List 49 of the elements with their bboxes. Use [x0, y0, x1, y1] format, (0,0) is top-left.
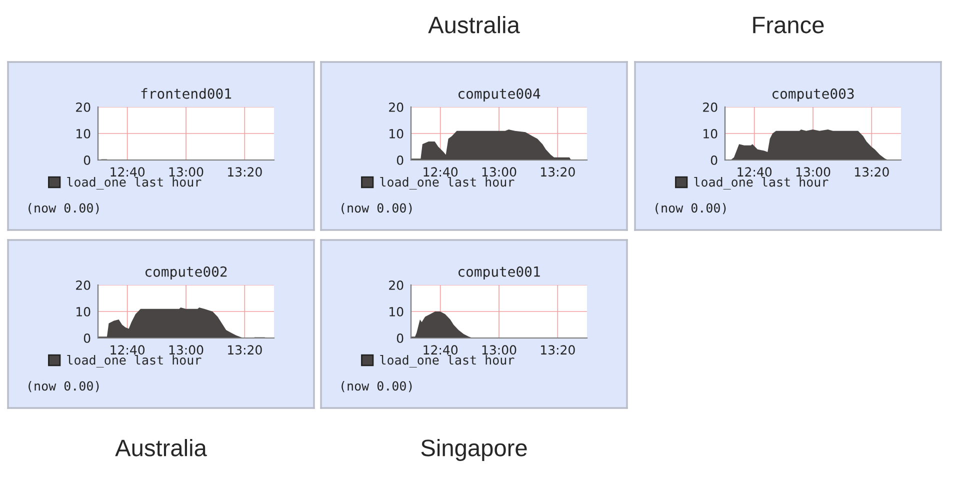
y-tick-label: 0: [84, 333, 90, 343]
y-tick-label: 10: [390, 306, 404, 316]
legend-label: load_one last hour: [67, 354, 202, 368]
x-tick-label: 12:40: [738, 167, 772, 177]
text: Australia: [115, 438, 207, 456]
x-tick-label: 13:00: [169, 345, 204, 355]
x-tick-label: 12:40: [110, 345, 145, 355]
y-tick-label: 0: [710, 155, 718, 165]
chart-title: compute002: [146, 266, 227, 280]
x-tick-label: 13:00: [169, 167, 204, 177]
legend-label: load_one last hour: [694, 176, 828, 190]
y-tick-label: 20: [389, 280, 404, 290]
text: Singapore: [421, 438, 527, 462]
x-tick-label: 13:20: [541, 167, 575, 177]
chart-title: frontend001: [141, 88, 232, 99]
text: Australia: [428, 16, 520, 34]
text: (now 0.00): [28, 203, 99, 214]
x-tick-label: 13:00: [482, 167, 516, 177]
x-tick-label: 12:40: [110, 167, 145, 177]
text: (now 0.00): [342, 381, 412, 392]
text: France: [753, 16, 824, 34]
x-tick-label: 13:00: [796, 167, 830, 177]
chart-title: compute001: [458, 266, 540, 280]
y-tick-label: 20: [389, 102, 404, 112]
legend-label: load_one last hour: [380, 354, 514, 368]
y-tick-label: 0: [84, 155, 90, 165]
y-tick-label: 20: [703, 102, 718, 112]
legend-label: load_one last hour: [67, 176, 202, 190]
x-tick-label: 13:20: [228, 345, 262, 355]
chart-title: compute003: [772, 88, 854, 102]
x-tick-label: 13:20: [228, 167, 262, 177]
text: (now 0.00): [28, 381, 99, 392]
y-tick-label: 0: [396, 155, 404, 165]
x-tick-label: 13:20: [855, 167, 889, 177]
y-tick-label: 20: [76, 280, 90, 290]
x-tick-label: 13:20: [541, 345, 575, 355]
text: (now 0.00): [656, 203, 726, 214]
x-tick-label: 12:40: [424, 345, 458, 355]
y-tick-label: 10: [76, 128, 90, 138]
y-tick-label: 20: [76, 102, 90, 112]
text: (now 0.00): [342, 203, 412, 214]
y-tick-label: 10: [76, 306, 90, 316]
x-tick-label: 13:00: [482, 345, 516, 355]
y-tick-label: 0: [396, 333, 404, 343]
y-tick-label: 10: [390, 128, 404, 138]
y-tick-label: 10: [704, 128, 718, 138]
x-tick-label: 12:40: [424, 167, 458, 177]
chart-title: compute004: [458, 88, 540, 102]
legend-label: load_one last hour: [380, 176, 514, 190]
